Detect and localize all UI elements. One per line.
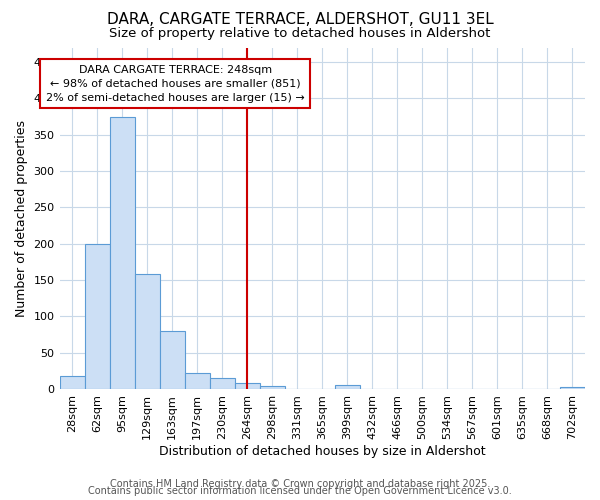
X-axis label: Distribution of detached houses by size in Aldershot: Distribution of detached houses by size … [159, 444, 485, 458]
Bar [560, 387, 585, 389]
Bar [209, 378, 235, 389]
Bar [185, 373, 209, 389]
Bar [110, 116, 134, 389]
Bar [59, 376, 85, 389]
Text: Size of property relative to detached houses in Aldershot: Size of property relative to detached ho… [109, 28, 491, 40]
Bar [335, 386, 360, 389]
Bar [134, 274, 160, 389]
Bar [235, 383, 260, 389]
Text: Contains HM Land Registry data © Crown copyright and database right 2025.: Contains HM Land Registry data © Crown c… [110, 479, 490, 489]
Bar [85, 244, 110, 389]
Bar [160, 331, 185, 389]
Text: DARA, CARGATE TERRACE, ALDERSHOT, GU11 3EL: DARA, CARGATE TERRACE, ALDERSHOT, GU11 3… [107, 12, 493, 28]
Text: DARA CARGATE TERRACE: 248sqm
← 98% of detached houses are smaller (851)
2% of se: DARA CARGATE TERRACE: 248sqm ← 98% of de… [46, 64, 305, 102]
Y-axis label: Number of detached properties: Number of detached properties [15, 120, 28, 316]
Text: Contains public sector information licensed under the Open Government Licence v3: Contains public sector information licen… [88, 486, 512, 496]
Bar [260, 386, 285, 389]
